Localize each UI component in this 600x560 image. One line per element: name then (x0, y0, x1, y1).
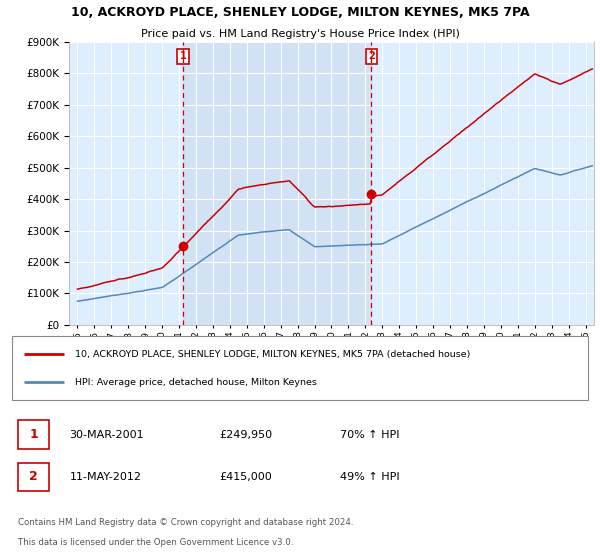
Text: £249,950: £249,950 (220, 430, 272, 440)
FancyBboxPatch shape (18, 463, 49, 491)
FancyBboxPatch shape (12, 336, 588, 400)
Text: 70% ↑ HPI: 70% ↑ HPI (340, 430, 400, 440)
Text: Price paid vs. HM Land Registry's House Price Index (HPI): Price paid vs. HM Land Registry's House … (140, 29, 460, 39)
Text: 1: 1 (180, 51, 187, 61)
FancyBboxPatch shape (18, 421, 49, 449)
Text: 11-MAY-2012: 11-MAY-2012 (70, 472, 142, 482)
Text: This data is licensed under the Open Government Licence v3.0.: This data is licensed under the Open Gov… (18, 538, 293, 547)
Text: 10, ACKROYD PLACE, SHENLEY LODGE, MILTON KEYNES, MK5 7PA (detached house): 10, ACKROYD PLACE, SHENLEY LODGE, MILTON… (76, 349, 471, 358)
Text: £415,000: £415,000 (220, 472, 272, 482)
Text: 2: 2 (29, 470, 38, 483)
Bar (183, 42, 371, 325)
Text: 49% ↑ HPI: 49% ↑ HPI (340, 472, 400, 482)
Text: HPI: Average price, detached house, Milton Keynes: HPI: Average price, detached house, Milt… (76, 378, 317, 387)
Text: 10, ACKROYD PLACE, SHENLEY LODGE, MILTON KEYNES, MK5 7PA: 10, ACKROYD PLACE, SHENLEY LODGE, MILTON… (71, 6, 529, 19)
Text: Contains HM Land Registry data © Crown copyright and database right 2024.: Contains HM Land Registry data © Crown c… (18, 518, 353, 527)
Text: 30-MAR-2001: 30-MAR-2001 (70, 430, 144, 440)
Text: 2: 2 (368, 51, 375, 61)
Text: 1: 1 (29, 428, 38, 441)
